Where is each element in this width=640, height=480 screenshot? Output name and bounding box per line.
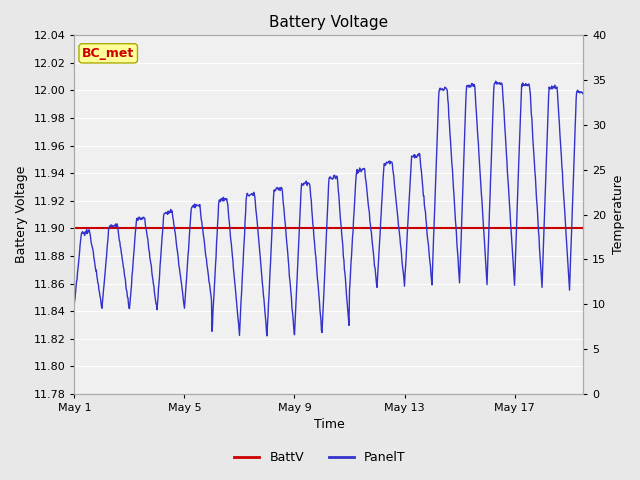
Title: Battery Voltage: Battery Voltage [269, 15, 388, 30]
Legend: BattV, PanelT: BattV, PanelT [229, 446, 411, 469]
Text: BC_met: BC_met [82, 47, 134, 60]
Y-axis label: Battery Voltage: Battery Voltage [15, 166, 28, 263]
Y-axis label: Temperature: Temperature [612, 175, 625, 254]
X-axis label: Time: Time [314, 419, 344, 432]
